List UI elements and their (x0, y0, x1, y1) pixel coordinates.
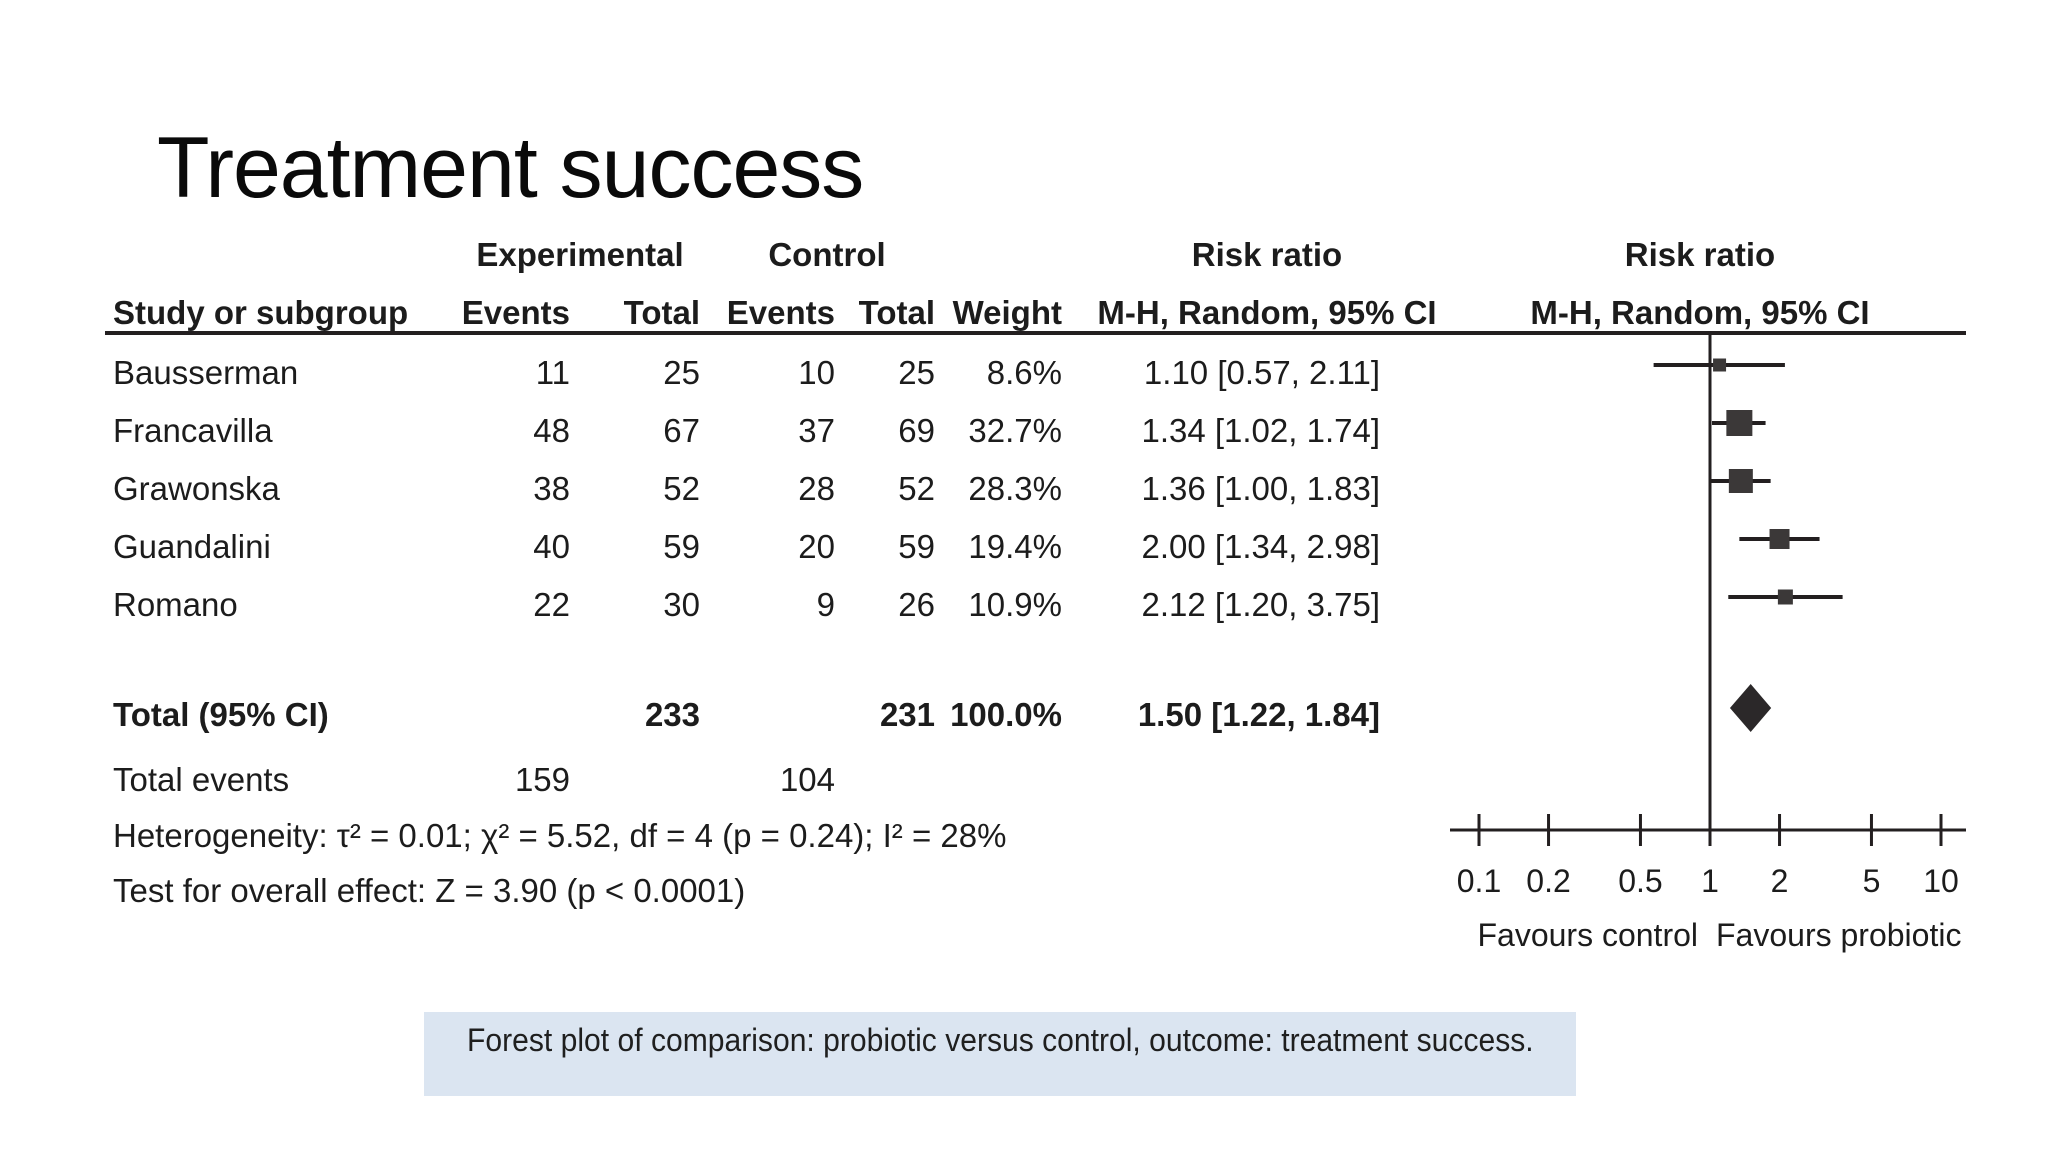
col-header-ctrl-events: Events (726, 294, 835, 331)
row-2-ctrl-total: 69 (898, 412, 935, 449)
axis-ticks: 0.1 0.2 0.5 1 2 5 10 (1457, 814, 1959, 899)
col-header-exp-total: Total (623, 294, 700, 331)
row-4-weight: 19.4% (968, 528, 1062, 565)
row-4-exp-total: 59 (663, 528, 700, 565)
group-header-control: Control (768, 236, 886, 273)
heterogeneity-line: Heterogeneity: τ² = 0.01; χ² = 5.52, df … (113, 817, 1007, 854)
favours-right-label: Favours probiotic (1716, 917, 1961, 953)
axis-tick-label: 5 (1863, 863, 1881, 899)
pooled-diamond (1729, 684, 1772, 732)
col-header-mh-left: M-H, Random, 95% CI (1097, 294, 1437, 331)
row-3-ctrl-events: 28 (798, 470, 835, 507)
row-1-weight: 8.6% (986, 354, 1062, 391)
study-markers (1653, 358, 1843, 605)
total-row-exp-total: 233 (644, 696, 700, 733)
caption-text: Forest plot of comparison: probiotic ver… (466, 1022, 1534, 1058)
row-5-exp-events: 22 (533, 586, 570, 623)
row-4-ctrl-total: 59 (898, 528, 935, 565)
overall-effect-line: Test for overall effect: Z = 3.90 (p < 0… (113, 872, 746, 909)
total-row-label: Total (95% CI) (113, 696, 329, 733)
point-estimate-romano (1777, 589, 1793, 605)
row-1-exp-total: 25 (663, 354, 700, 391)
col-header-weight: Weight (952, 294, 1062, 331)
point-estimate-bausserman (1713, 358, 1727, 372)
axis-tick-label: 1 (1701, 863, 1719, 899)
point-estimate-grawonska (1728, 469, 1753, 493)
row-3-ctrl-total: 52 (898, 470, 935, 507)
row-4-ctrl-events: 20 (798, 528, 835, 565)
axis-tick-label: 0.2 (1526, 863, 1570, 899)
row-4-exp-events: 40 (533, 528, 570, 565)
group-header-experimental: Experimental (476, 236, 684, 273)
row-5-ctrl-events: 9 (816, 586, 835, 623)
row-1-study: Bausserman (113, 354, 299, 391)
row-2-study: Francavilla (113, 412, 273, 449)
row-2-weight: 32.7% (968, 412, 1062, 449)
point-estimate-francavilla (1726, 410, 1753, 436)
row-3-exp-total: 52 (663, 470, 700, 507)
favours-left-label: Favours control (1477, 917, 1698, 953)
axis-tick-label: 2 (1771, 863, 1789, 899)
point-estimate-guandalini (1769, 529, 1790, 549)
slide-title: Treatment success (157, 120, 864, 216)
axis-tick-label: 0.1 (1457, 863, 1501, 899)
total-row-weight: 100.0% (950, 696, 1062, 733)
axis-tick-label: 10 (1923, 863, 1959, 899)
row-1-exp-events: 11 (535, 354, 570, 391)
col-header-study: Study or subgroup (113, 294, 409, 331)
total-events-exp: 159 (514, 761, 570, 798)
row-4-study: Guandalini (113, 528, 271, 565)
row-1-rr-text: 1.10 [0.57, 2.11] (1143, 354, 1380, 391)
col-header-mh-right: M-H, Random, 95% CI (1530, 294, 1870, 331)
row-2-exp-events: 48 (533, 412, 570, 449)
row-1-ctrl-total: 25 (898, 354, 935, 391)
caption-box: Forest plot of comparison: probiotic ver… (424, 1012, 1576, 1096)
group-header-risk-ratio-left: Risk ratio (1191, 236, 1343, 273)
row-5-exp-total: 30 (663, 586, 700, 623)
row-2-exp-total: 67 (663, 412, 700, 449)
total-diamond (1729, 684, 1772, 732)
row-5-weight: 10.9% (968, 586, 1062, 623)
row-3-weight: 28.3% (968, 470, 1062, 507)
col-header-exp-events: Events (461, 294, 570, 331)
row-5-rr-text: 2.12 [1.20, 3.75] (1141, 586, 1380, 623)
total-row-ctrl-total: 231 (879, 696, 935, 733)
row-5-study: Romano (113, 586, 238, 623)
col-header-ctrl-total: Total (858, 294, 935, 331)
row-4-rr-text: 2.00 [1.34, 2.98] (1141, 528, 1380, 565)
row-3-exp-events: 38 (533, 470, 570, 507)
row-1-ctrl-events: 10 (798, 354, 835, 391)
group-header-risk-ratio-right: Risk ratio (1624, 236, 1776, 273)
axis-tick-label: 0.5 (1618, 863, 1662, 899)
total-events-ctrl: 104 (779, 761, 835, 798)
row-3-rr-text: 1.36 [1.00, 1.83] (1141, 470, 1380, 507)
row-3-study: Grawonska (113, 470, 280, 507)
row-2-rr-text: 1.34 [1.02, 1.74] (1141, 412, 1380, 449)
total-row-risk-ratio: 1.50 [1.22, 1.84] (1137, 696, 1380, 733)
row-2-ctrl-events: 37 (798, 412, 835, 449)
total-events-label: Total events (113, 761, 290, 798)
row-5-ctrl-total: 26 (898, 586, 935, 623)
